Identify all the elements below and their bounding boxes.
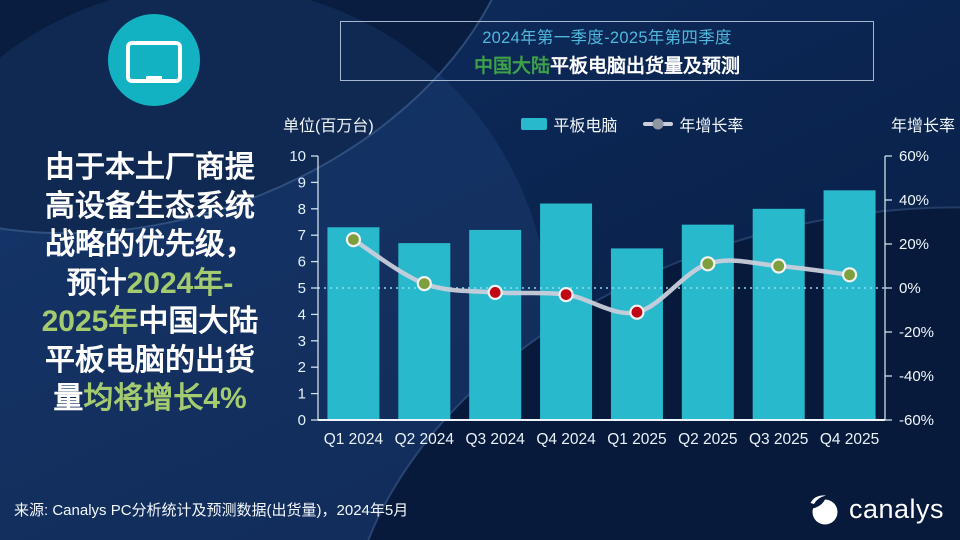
left-tick-label: 10 (289, 148, 306, 165)
title-period: 2024年第一季度-2025年第四季度 (482, 29, 732, 47)
combo-chart: 0 1 2 3 4 5 6 7 8 9 10 -60% -40% -20% 0% 20% 40% 60% Q1 20… (283, 146, 955, 476)
x-label-Q2 2024: Q2 2024 (395, 431, 455, 448)
title-main-rest: 平板电脑出货量及预测 (550, 56, 741, 77)
canalys-logo: canalys (806, 491, 944, 527)
bar-Q3 2024 (469, 229, 522, 420)
growth-point-Q2 2025 (700, 256, 716, 272)
title-box: 2024年第一季度-2025年第四季度 中国大陆平板电脑出货量及预测 (340, 21, 874, 81)
headline-segment: 由于本土厂商提 (45, 151, 255, 184)
left-tick-label: 6 (298, 254, 306, 271)
growth-point-Q1 2025 (629, 304, 645, 320)
headline-segment: 量 (53, 382, 84, 415)
right-tick-label: 0% (899, 280, 921, 297)
x-label-Q1 2024: Q1 2024 (324, 431, 384, 448)
growth-point-Q3 2024 (487, 284, 503, 300)
line-marker-icon (643, 118, 674, 130)
headline-line: 由于本土厂商提 (10, 149, 290, 188)
headline-highlight: 均将增长4% (83, 382, 247, 415)
headline-line: 2025年中国大陆 (10, 303, 290, 342)
headline-line: 预计2024年- (10, 265, 290, 304)
chart-svg: 0 1 2 3 4 5 6 7 8 9 10 -60% -40% -20% 0% 20% 40% 60% Q1 20… (289, 148, 934, 448)
source-note: 来源: Canalys PC分析统计及预测数据(出货量)，2024年5月 (14, 502, 409, 519)
headline-line: 平板电脑的出货 (10, 342, 290, 381)
x-label-Q4 2024: Q4 2024 (536, 431, 596, 448)
chart-header: 单位(百万台) 平板电脑 年增长率 年增长率 (283, 112, 955, 136)
right-tick-label: -60% (899, 412, 934, 429)
canalys-sphere-icon (806, 491, 841, 527)
monitor-badge (108, 14, 200, 106)
bar-Q1 2025 (610, 248, 663, 420)
title-region-highlight: 中国大陆 (473, 56, 550, 77)
right-tick-label: -20% (899, 324, 934, 341)
legend-item-line: 年增长率 (643, 112, 743, 136)
line-marker-dot-icon (652, 118, 664, 130)
x-label-Q4 2025: Q4 2025 (820, 431, 879, 448)
headline-text: 由于本土厂商提 高设备生态系统 战略的优先级， 预计2024年- 2025年中国大陆 平板… (10, 149, 290, 419)
left-axis-unit-label: 单位(百万台) (283, 118, 374, 135)
bar-Q2 2024 (398, 243, 451, 420)
bar-Q2 2025 (681, 224, 734, 420)
growth-point-Q4 2025 (841, 267, 858, 283)
bar-Q3 2025 (752, 208, 805, 420)
headline-segment: 中国大陆 (138, 305, 259, 338)
x-label-Q2 2025: Q2 2025 (678, 431, 737, 448)
left-tick-label: 2 (298, 359, 306, 376)
monitor-icon (126, 40, 182, 83)
left-tick-label: 9 (298, 174, 306, 191)
left-tick-label: 3 (298, 333, 306, 350)
bar-Q4 2024 (540, 203, 593, 420)
growth-point-Q1 2024 (345, 231, 362, 248)
headline-highlight: 2024年- (126, 266, 234, 300)
bar-Q4 2025 (823, 190, 876, 420)
canalys-wordmark: canalys (848, 493, 944, 524)
left-tick-label: 7 (298, 227, 306, 244)
x-label-Q3 2024: Q3 2024 (465, 431, 525, 448)
left-tick-label: 4 (298, 306, 306, 323)
growth-point-Q2 2024 (416, 276, 432, 292)
bar-Q1 2024 (327, 227, 380, 420)
right-tick-label: 40% (899, 192, 929, 209)
headline-line: 量均将增长4% (10, 380, 290, 419)
headline-highlight: 2025年 (41, 305, 139, 338)
headline-line: 高设备生态系统 (10, 188, 290, 227)
title-main: 中国大陆平板电脑出货量及预测 (474, 51, 740, 78)
right-tick-label: 20% (899, 236, 929, 253)
legend-item-bars: 平板电脑 (521, 112, 617, 136)
left-tick-label: 0 (298, 412, 306, 429)
legend-bar-label: 平板电脑 (553, 118, 618, 135)
headline-segment: 预计 (66, 266, 127, 300)
legend-line-label: 年增长率 (679, 118, 744, 135)
right-axis-unit-label: 年增长率 (890, 118, 955, 135)
legend: 平板电脑 年增长率 (521, 112, 743, 136)
left-tick-label: 1 (298, 386, 306, 403)
left-tick-label: 8 (298, 201, 306, 218)
monitor-icon-stand (146, 75, 162, 80)
growth-point-Q4 2024 (558, 287, 574, 303)
bar-swatch-icon (521, 118, 548, 130)
right-tick-label: -40% (899, 368, 934, 385)
left-tick-label: 5 (298, 280, 306, 297)
growth-point-Q3 2025 (771, 258, 787, 274)
x-label-Q3 2025: Q3 2025 (749, 431, 808, 448)
headline-segment: 高设备生态系统 (45, 189, 255, 223)
headline-line: 战略的优先级， (10, 226, 290, 265)
x-label-Q1 2025: Q1 2025 (607, 431, 666, 448)
headline-segment: 平板电脑的出货 (45, 343, 255, 377)
headline-segment: 战略的优先级， (45, 228, 255, 261)
right-tick-label: 60% (899, 148, 929, 165)
